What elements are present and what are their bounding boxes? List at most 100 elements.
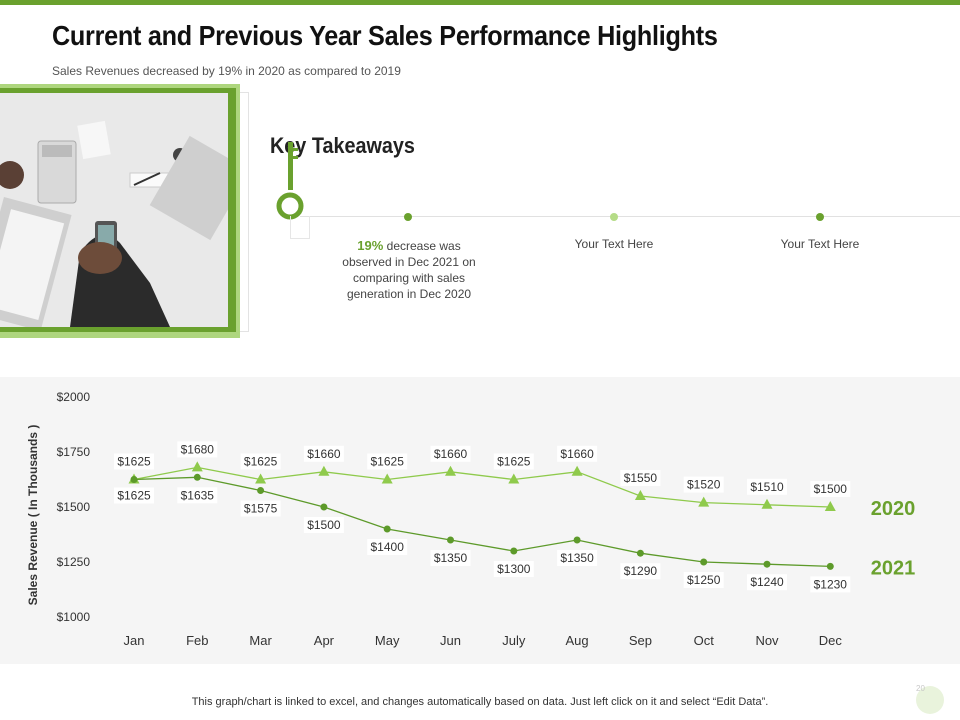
data-point: [383, 525, 391, 533]
data-label-bg: [493, 561, 534, 577]
page-number-badge: [916, 686, 944, 714]
data-label-bg: [303, 445, 344, 462]
data-label: $1230: [814, 577, 848, 591]
data-label: $1660: [434, 447, 468, 461]
data-label-bg: [747, 574, 787, 591]
x-tick-label: Sep: [629, 633, 652, 648]
x-tick-label: Feb: [186, 633, 208, 648]
takeaway-dot-2: [610, 213, 618, 221]
data-label-bg: [303, 517, 344, 533]
takeaway-dot-1: [404, 213, 412, 221]
page-subtitle: Sales Revenues decreased by 19% in 2020 …: [52, 64, 401, 78]
top-accent-bar: [0, 0, 960, 5]
data-point: [191, 461, 203, 472]
data-label-bg: [493, 453, 534, 470]
data-label-bg: [683, 476, 724, 493]
data-point: [381, 473, 393, 484]
data-label-bg: [240, 453, 281, 470]
page-title: Current and Previous Year Sales Performa…: [52, 20, 718, 51]
series-name-2021: 2021: [871, 557, 916, 579]
data-point: [445, 465, 456, 476]
data-point: [193, 473, 201, 481]
data-point: [824, 501, 836, 511]
page-number: 20: [916, 684, 925, 693]
data-label: $1290: [624, 564, 658, 578]
takeaways-timeline: [300, 216, 960, 217]
data-point: [698, 496, 710, 507]
x-tick-label: Nov: [755, 633, 779, 648]
data-label: $1625: [371, 455, 405, 469]
series-name-2020: 2020: [871, 498, 916, 520]
y-tick-label: $1500: [57, 500, 91, 514]
data-label-bg: [620, 563, 661, 580]
data-label-bg: [810, 576, 851, 593]
series-line-2020: [133, 466, 831, 508]
x-tick-label: Oct: [694, 633, 715, 648]
x-tick-label: Jan: [124, 633, 145, 648]
data-label: $1635: [181, 488, 215, 502]
takeaway-highlight: 19%: [357, 238, 384, 253]
x-tick-label: Aug: [566, 633, 589, 648]
data-label: $1520: [687, 478, 721, 492]
data-label: $1510: [750, 480, 784, 494]
key-icon: [276, 142, 304, 220]
data-point: [571, 465, 583, 476]
data-label: $1350: [434, 551, 468, 565]
data-label: $1660: [560, 447, 594, 461]
data-label: $1300: [497, 562, 531, 576]
data-label-bg: [620, 470, 661, 486]
data-label-bg: [240, 500, 281, 517]
data-point: [573, 536, 581, 544]
data-point: [320, 503, 328, 511]
data-label-bg: [557, 445, 598, 462]
data-label-bg: [747, 478, 787, 495]
data-point: [761, 498, 773, 509]
data-label-bg: [810, 481, 851, 497]
data-label: $1500: [307, 518, 341, 532]
takeaway-text-2: Your Text Here: [574, 237, 654, 251]
data-label-bg: [177, 487, 218, 504]
data-point: [257, 487, 265, 494]
data-label: $1680: [181, 442, 215, 456]
data-label-bg: [114, 487, 154, 504]
footer-note: This graph/chart is linked to excel, and…: [191, 696, 769, 708]
data-label: $1550: [624, 471, 658, 485]
data-label-bg: [430, 550, 471, 566]
data-point: [508, 473, 520, 484]
data-point: [826, 562, 834, 570]
takeaway-text-1: 19% decrease was observed in Dec 2021 on…: [336, 238, 482, 302]
takeaway-text-3: Your Text Here: [780, 237, 860, 251]
data-label-bg: [367, 453, 408, 470]
takeaway-dot-3: [816, 213, 824, 221]
series-line-2021: [133, 476, 831, 568]
data-label-bg: [557, 550, 598, 566]
data-label: $1240: [750, 575, 784, 589]
data-label: $1250: [687, 573, 721, 587]
data-point: [255, 473, 267, 484]
x-tick-label: July: [502, 633, 526, 648]
data-point: [763, 560, 771, 568]
x-tick-label: Apr: [314, 633, 335, 648]
data-point: [447, 536, 454, 544]
takeaways-corner-box: [290, 216, 310, 239]
data-label-bg: [683, 572, 724, 588]
data-label: $1575: [244, 502, 278, 516]
y-tick-label: $1750: [57, 445, 91, 459]
office-desk-photo: [0, 93, 228, 327]
y-tick-label: $2000: [57, 390, 91, 404]
data-label: $1625: [497, 455, 531, 469]
x-tick-label: Mar: [249, 633, 272, 648]
data-label: $1350: [560, 551, 594, 565]
sales-line-chart: $2000 $1750 $1500 $1250 $1000 Jan Feb Mar Apr May…: [57, 390, 916, 648]
data-label: $1660: [307, 447, 341, 461]
data-point: [634, 490, 646, 500]
data-label: $1625: [117, 455, 151, 469]
data-label-bg: [430, 445, 471, 462]
chart-background: [0, 377, 960, 664]
data-label-bg: [367, 539, 408, 555]
x-tick-label: May: [375, 633, 400, 648]
data-point: [510, 547, 518, 555]
x-tick-label: Dec: [819, 633, 843, 648]
y-tick-label: $1250: [57, 555, 91, 569]
data-label: $1625: [244, 455, 278, 469]
